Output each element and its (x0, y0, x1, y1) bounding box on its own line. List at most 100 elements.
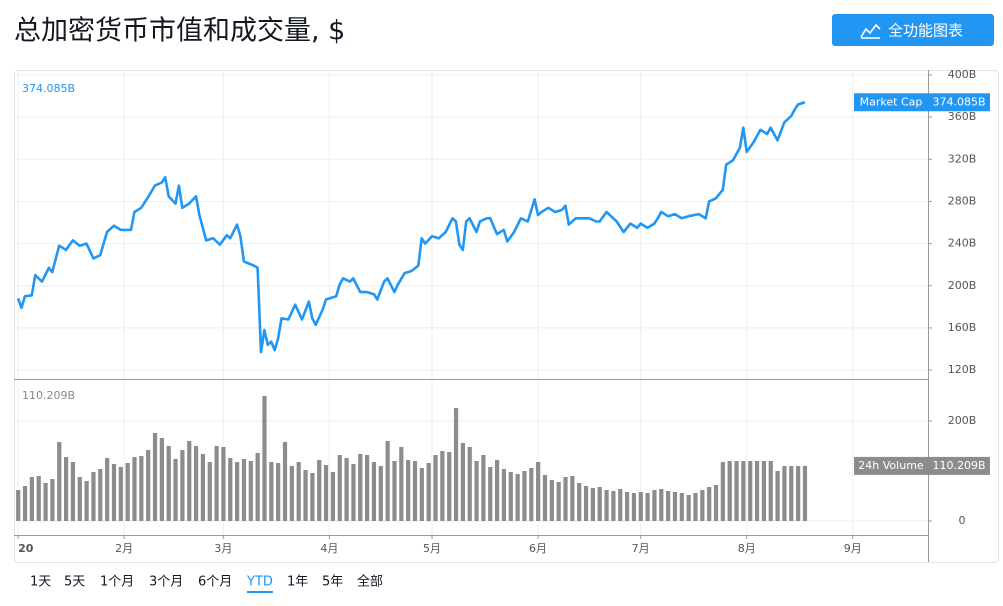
x-tick-label: 8月 (738, 542, 756, 555)
volume-bar (748, 461, 753, 521)
volume-bar (604, 490, 609, 521)
volume-bar (775, 471, 780, 521)
volume-bar (536, 462, 541, 521)
range-button[interactable]: 6个月 (198, 575, 232, 590)
volume-bar (371, 462, 377, 521)
range-button[interactable]: 1个月 (100, 575, 134, 590)
y-tick-label: 200B (948, 414, 977, 427)
y-tick-label: 400B (948, 68, 977, 81)
x-tick-label: 6月 (529, 542, 547, 555)
range-button[interactable]: 3个月 (149, 575, 183, 590)
market-cap-line (16, 101, 806, 354)
volume-bar (563, 477, 568, 521)
volume-bar (796, 466, 801, 521)
volume-bar (419, 468, 424, 521)
volume-bar (618, 489, 623, 521)
volume-bar (754, 461, 760, 521)
volume-bar (193, 446, 199, 521)
range-button[interactable]: YTD (246, 575, 273, 590)
page-title: 总加密货币市值和成交量, $ (14, 16, 345, 47)
series-name: 24h Volume (858, 459, 924, 472)
volume-bar (289, 466, 294, 521)
volume-bar (447, 452, 452, 521)
volume-bar (330, 472, 336, 521)
volume-bar (365, 455, 370, 521)
volume-bar (282, 442, 288, 521)
volume-bar (556, 482, 561, 521)
volume-bar (296, 462, 301, 521)
volume-bar (652, 490, 657, 521)
volume-bar (16, 490, 21, 521)
volume-bar (399, 447, 404, 521)
volume-bar (207, 462, 212, 521)
volume-bar (378, 466, 383, 521)
range-button[interactable]: 1年 (287, 575, 308, 590)
volume-bar (152, 433, 158, 521)
x-tick-label: 7月 (632, 542, 650, 555)
volume-bar (542, 475, 548, 521)
y-tick-label: 120B (948, 363, 977, 376)
volume-bar (768, 461, 773, 521)
volume-bar (789, 466, 794, 521)
volume-bar (638, 492, 643, 521)
range-button[interactable]: 全部 (357, 574, 383, 590)
volume-bar (276, 463, 281, 521)
volume-bar (262, 396, 267, 521)
volume-bar (659, 489, 664, 521)
volume-bar (631, 493, 637, 521)
volume-bar (686, 495, 691, 521)
volume-bar (344, 458, 349, 521)
volume-bar (529, 468, 534, 521)
volume-bar (679, 493, 684, 521)
volume-bar (139, 456, 144, 521)
volume-bar (611, 491, 616, 521)
volume-bar (105, 458, 110, 521)
volume-bar (474, 461, 479, 521)
volume-bar (241, 459, 247, 521)
volume-bar (713, 485, 719, 521)
volume-bar (146, 450, 151, 521)
legend-value: 374.085B (22, 82, 75, 95)
range-button[interactable]: 5天 (64, 575, 85, 590)
series-name: Market Cap (860, 95, 923, 108)
volume-bar (29, 477, 34, 521)
volume-bar (515, 474, 520, 521)
value-badge-label: 110.209B (932, 459, 985, 472)
volume-bar (597, 487, 602, 521)
volume-bar (385, 441, 390, 521)
volume-bar (392, 461, 397, 521)
volume-bar (727, 461, 732, 521)
volume-bar (187, 441, 192, 521)
volume-bar (440, 451, 445, 521)
volume-bar (235, 462, 240, 521)
full-chart-label[interactable]: 全功能图表 (888, 22, 963, 40)
volume-bar (351, 464, 356, 521)
volume-bar (645, 493, 650, 521)
volume-bar (303, 470, 308, 521)
x-tick-label: 2月 (115, 542, 133, 555)
volume-bar (57, 442, 62, 521)
volume-bar (166, 446, 171, 521)
volume-bar (43, 483, 48, 521)
volume-bar (570, 476, 575, 521)
volume-bar (118, 467, 123, 521)
volume-bar (700, 490, 705, 521)
volume-bar (70, 462, 76, 521)
legend-value: 110.209B (22, 389, 75, 402)
y-tick-label: 240B (948, 237, 977, 250)
range-button[interactable]: 1天 (30, 575, 51, 590)
volume-bar (494, 460, 500, 521)
volume-bar (358, 454, 363, 521)
volume-bar (583, 486, 589, 521)
volume-bar (624, 492, 630, 521)
volume-bar (782, 466, 787, 521)
value-badge-label: 374.085B (932, 95, 985, 108)
volume-bar (228, 458, 233, 521)
volume-bar (132, 457, 137, 521)
volume-bar (173, 459, 178, 521)
range-button[interactable]: 5年 (322, 575, 343, 590)
y-tick-label: 280B (948, 194, 977, 207)
volume-bar (590, 488, 595, 521)
